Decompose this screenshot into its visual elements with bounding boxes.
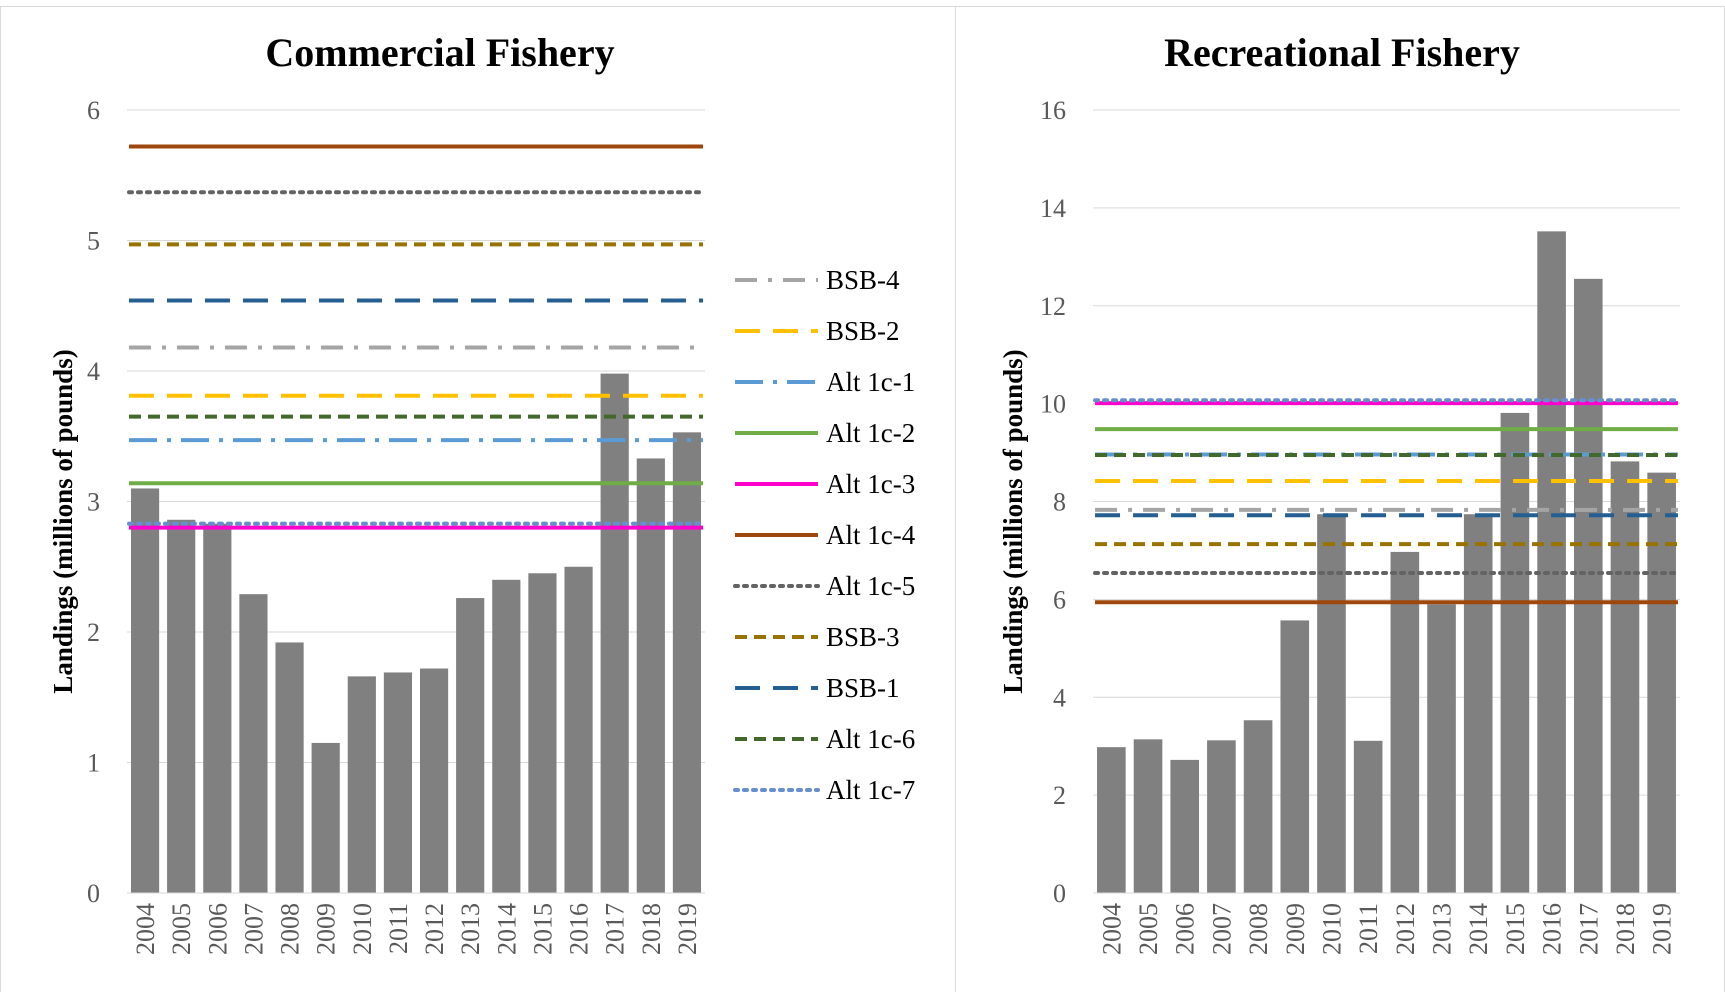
legend-label-bsb-3: BSB-3 xyxy=(826,622,900,652)
bar-2013 xyxy=(1427,604,1456,893)
x-tick-label: 2007 xyxy=(239,903,268,955)
legend-label-alt-1c-2: Alt 1c-2 xyxy=(826,418,915,448)
bar-2019 xyxy=(672,432,702,893)
chart-title: Commercial Fishery xyxy=(265,30,614,75)
bar-2012 xyxy=(419,668,449,893)
x-tick-label: 2013 xyxy=(1428,903,1457,955)
y-tick-label: 1 xyxy=(87,749,100,778)
y-tick-label: 2 xyxy=(1053,781,1066,810)
bar-2005 xyxy=(167,519,196,893)
legend-label-alt-1c-5: Alt 1c-5 xyxy=(826,571,915,601)
y-tick-label: 2 xyxy=(87,618,100,647)
x-tick-label: 2012 xyxy=(420,903,449,955)
chart-title: Recreational Fishery xyxy=(1164,30,1520,75)
legend-label-bsb-4: BSB-4 xyxy=(826,265,900,295)
y-tick-label: 6 xyxy=(87,96,100,125)
x-tick-label: 2013 xyxy=(456,903,485,955)
x-tick-label: 2006 xyxy=(203,903,232,955)
y-tick-label: 16 xyxy=(1040,96,1066,125)
x-tick-label: 2017 xyxy=(601,903,630,955)
y-tick-label: 12 xyxy=(1040,292,1066,321)
y-tick-label: 3 xyxy=(87,488,100,517)
x-tick-label: 2019 xyxy=(1648,903,1677,955)
x-tick-label: 2004 xyxy=(131,903,160,955)
legend: BSB-4 BSB-2 Alt 1c-1 Alt 1c-2 Alt 1c-3 Alt 1c… xyxy=(733,265,916,805)
bar-2011 xyxy=(1353,740,1383,893)
legend-label-bsb-1: BSB-1 xyxy=(826,673,900,703)
y-tick-label: 5 xyxy=(87,227,100,256)
x-tick-label: 2011 xyxy=(1354,903,1383,954)
x-tick-label: 2014 xyxy=(1464,903,1493,955)
bar-2011 xyxy=(383,672,413,893)
legend-label-alt-1c-4: Alt 1c-4 xyxy=(826,520,916,550)
x-tick-label: 2015 xyxy=(1501,903,1530,955)
bar-2004 xyxy=(130,488,160,893)
x-tick-label: 2014 xyxy=(492,903,521,955)
bar-2005 xyxy=(1133,739,1163,893)
bar-2009 xyxy=(1280,620,1310,893)
legend-label-alt-1c-1: Alt 1c-1 xyxy=(826,367,915,397)
bar-2010 xyxy=(347,676,376,893)
bar-2017 xyxy=(600,373,629,893)
bar-2008 xyxy=(1243,720,1273,893)
x-tick-label: 2005 xyxy=(167,903,196,955)
bar-2016 xyxy=(564,566,593,893)
bar-2012 xyxy=(1390,551,1420,893)
x-tick-label: 2007 xyxy=(1207,903,1236,955)
x-tick-label: 2009 xyxy=(312,903,341,955)
x-tick-label: 2006 xyxy=(1171,903,1200,955)
x-tick-label: 2008 xyxy=(276,903,305,955)
x-tick-label: 2019 xyxy=(673,903,702,955)
x-tick-label: 2016 xyxy=(1538,903,1567,955)
bar-2006 xyxy=(203,523,232,893)
y-axis-label: Landings (millions of pounds) xyxy=(48,349,78,693)
bar-2004 xyxy=(1097,747,1126,893)
y-axis-label: Landings (millions of pounds) xyxy=(998,349,1028,693)
bar-2019 xyxy=(1647,472,1676,893)
bar-2013 xyxy=(456,598,485,893)
bar-2017 xyxy=(1573,278,1603,894)
y-tick-label: 0 xyxy=(1053,879,1066,908)
y-tick-label: 10 xyxy=(1040,390,1066,419)
commercial-fishery-chart: Commercial Fishery Landings (millions of … xyxy=(48,30,706,955)
legend-label-alt-1c-3: Alt 1c-3 xyxy=(826,469,915,499)
x-tick-label: 2010 xyxy=(1317,903,1346,955)
bar-2015 xyxy=(528,573,557,893)
bar-2008 xyxy=(275,642,304,893)
bar-2006 xyxy=(1170,759,1200,893)
x-tick-label: 2008 xyxy=(1244,903,1273,955)
bar-2007 xyxy=(1207,740,1236,893)
y-tick-label: 4 xyxy=(87,357,100,386)
bar-2014 xyxy=(492,579,521,893)
bar-2009 xyxy=(311,742,340,893)
y-tick-label: 0 xyxy=(87,879,100,908)
y-tick-label: 4 xyxy=(1053,683,1066,712)
bar-2015 xyxy=(1500,412,1530,893)
x-tick-label: 2005 xyxy=(1134,903,1163,955)
x-tick-label: 2017 xyxy=(1574,903,1603,955)
legend-label-bsb-2: BSB-2 xyxy=(826,316,900,346)
y-tick-label: 8 xyxy=(1053,488,1066,517)
x-tick-label: 2009 xyxy=(1281,903,1310,955)
x-tick-label: 2004 xyxy=(1097,903,1126,955)
bar-2016 xyxy=(1537,231,1566,894)
bar-2018 xyxy=(636,458,665,893)
legend-label-alt-1c-6: Alt 1c-6 xyxy=(826,724,915,754)
bar-2018 xyxy=(1610,461,1640,893)
y-tick-label: 14 xyxy=(1040,194,1066,223)
bar-2010 xyxy=(1317,514,1346,893)
x-tick-label: 2011 xyxy=(384,903,413,954)
x-tick-label: 2015 xyxy=(528,903,557,955)
y-tick-label: 6 xyxy=(1053,585,1066,614)
recreational-fishery-chart: Recreational Fishery Landings (millions o… xyxy=(998,30,1680,955)
x-tick-label: 2010 xyxy=(348,903,377,955)
bar-2007 xyxy=(239,594,268,893)
x-tick-label: 2012 xyxy=(1391,903,1420,955)
x-tick-label: 2018 xyxy=(637,903,666,955)
legend-label-alt-1c-7: Alt 1c-7 xyxy=(826,775,915,805)
bar-2014 xyxy=(1463,514,1493,893)
x-tick-label: 2016 xyxy=(565,903,594,955)
x-tick-label: 2018 xyxy=(1611,903,1640,955)
